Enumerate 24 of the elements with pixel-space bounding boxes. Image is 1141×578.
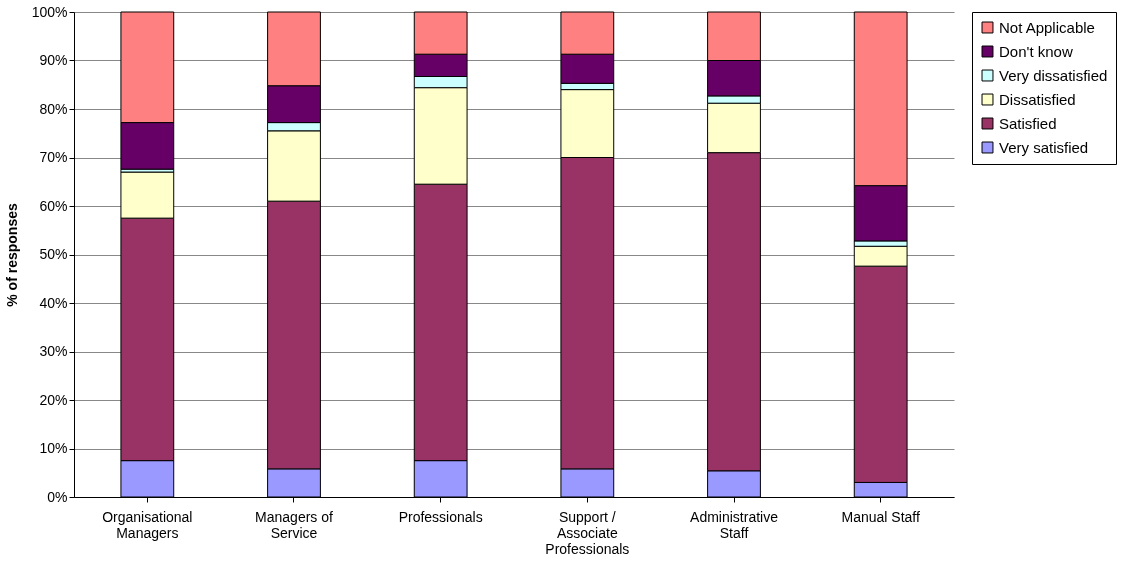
- x-tick-label: Support / Associate Professionals: [545, 508, 630, 557]
- legend-label: Not Applicable: [999, 18, 1095, 36]
- y-tick-label: 30%: [39, 343, 68, 359]
- y-tick-label: 60%: [39, 197, 68, 214]
- y-tick-label: 90%: [39, 52, 68, 68]
- legend-label: Satisfied: [999, 114, 1057, 132]
- x-tick-label: Professionals: [398, 508, 483, 525]
- y-tick-label: 20%: [39, 391, 68, 408]
- legend-label: Dissatisfied: [999, 90, 1076, 108]
- y-tick-label: 40%: [39, 294, 68, 311]
- legend-label: Very satisfied: [999, 138, 1089, 156]
- y-axis-title: % of responses: [3, 203, 20, 307]
- x-tick-label: Administrative Staff: [690, 508, 779, 541]
- y-tick-label: 10%: [39, 440, 68, 456]
- x-tick-label: Managers of Service: [255, 508, 334, 541]
- legend-label: Very dissatisfied: [999, 66, 1108, 84]
- y-tick-label: 80%: [39, 100, 68, 117]
- y-tick-label: 70%: [39, 149, 68, 165]
- x-tick-label: Manual Staff: [841, 508, 920, 525]
- legend-label: Don't know: [999, 42, 1073, 60]
- x-tick-label: Organisational Managers: [102, 508, 193, 541]
- y-tick-label: 50%: [39, 246, 68, 262]
- y-tick-label: 100%: [31, 3, 68, 20]
- y-tick-label: 0%: [47, 488, 68, 505]
